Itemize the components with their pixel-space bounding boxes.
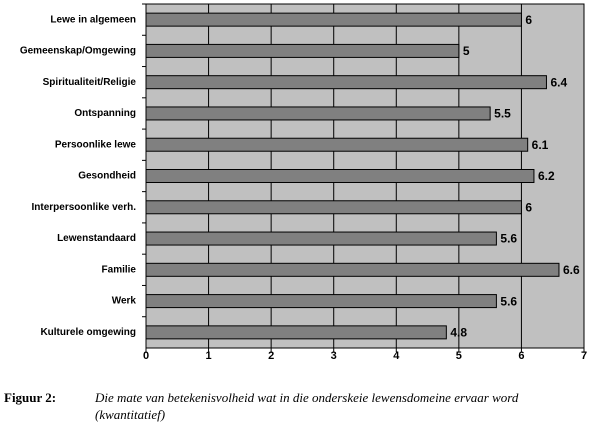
value-label: 5.6 bbox=[500, 294, 517, 308]
y-tick-label: Spiritualiteit/Religie bbox=[43, 77, 137, 88]
x-tick-label: 4 bbox=[393, 350, 400, 362]
bar bbox=[145, 294, 497, 309]
caption-line: (kwantitatief) bbox=[95, 407, 165, 422]
value-label: 5.6 bbox=[500, 232, 517, 246]
y-tick-label: Lewenstandaard bbox=[57, 233, 136, 244]
value-label: 6 bbox=[525, 13, 532, 27]
bar bbox=[145, 169, 535, 183]
x-tick-label: 1 bbox=[206, 350, 212, 362]
bar bbox=[145, 75, 547, 90]
x-tick-label: 7 bbox=[581, 350, 587, 362]
y-tick-label: Gesondheid bbox=[78, 171, 136, 182]
caption-line: Die mate van betekenisvolheid wat in die… bbox=[94, 390, 519, 405]
value-label: 6.6 bbox=[563, 263, 580, 277]
y-tick-label: Ontspanning bbox=[74, 108, 136, 119]
x-tick-label: 6 bbox=[518, 350, 524, 362]
y-tick-label: Persoonlike lewe bbox=[55, 139, 137, 150]
value-label: 6 bbox=[525, 200, 532, 214]
y-tick-label: Gemeenskap/Omgewing bbox=[20, 46, 136, 57]
x-tick-label: 0 bbox=[143, 350, 149, 362]
x-tick-label: 5 bbox=[456, 350, 462, 362]
bar bbox=[145, 325, 447, 340]
value-label: 5.5 bbox=[494, 107, 511, 121]
bar bbox=[145, 106, 491, 121]
bar bbox=[145, 12, 522, 27]
value-label: 5 bbox=[463, 44, 470, 58]
value-label: 4.8 bbox=[450, 326, 467, 340]
value-label: 6.2 bbox=[538, 169, 555, 183]
y-tick-label: Kulturele omgewing bbox=[40, 327, 136, 338]
bar bbox=[145, 43, 460, 58]
caption-label: Figuur 2: bbox=[4, 390, 56, 405]
y-tick-label: Werk bbox=[112, 296, 137, 307]
bar bbox=[145, 262, 560, 277]
bar bbox=[145, 137, 529, 152]
y-tick-label: Familie bbox=[102, 264, 137, 275]
bar bbox=[145, 200, 522, 215]
x-tick-label: 2 bbox=[268, 350, 274, 362]
bar bbox=[145, 231, 497, 246]
value-label: 6.4 bbox=[550, 75, 567, 89]
y-tick-label: Lewe in algemeen bbox=[50, 14, 136, 25]
x-tick-label: 3 bbox=[331, 350, 337, 362]
value-label: 6.1 bbox=[532, 138, 549, 152]
y-tick-label: Interpersoonlike verh. bbox=[32, 202, 137, 213]
